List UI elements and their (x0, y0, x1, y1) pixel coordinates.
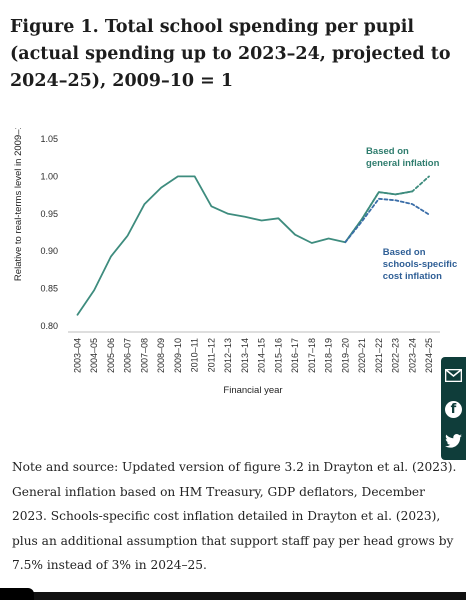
x-tick-label: 2020–21 (357, 338, 367, 373)
x-tick-label: 2024–25 (424, 338, 434, 373)
annotation-2-line: Based on (383, 247, 426, 258)
x-tick-label: 2023–24 (407, 338, 417, 373)
x-tick-label: 2018–19 (324, 338, 334, 373)
x-tick-label: 2015–16 (273, 338, 283, 373)
bottom-tab (0, 588, 34, 600)
twitter-icon[interactable] (441, 429, 466, 453)
y-tick-label: 0.90 (40, 246, 58, 256)
y-axis-ticks: 0.80 0.85 0.90 0.95 1.00 1.05 (40, 134, 58, 331)
figure-title: Figure 1. Total school spending per pupi… (10, 17, 451, 91)
series-line-1 (76, 175, 414, 316)
x-tick-label: 2021–22 (374, 338, 384, 373)
annotation-2-line: cost inflation (383, 271, 442, 282)
bottom-bar (0, 592, 466, 600)
x-tick-label: 2005–06 (106, 338, 116, 373)
y-tick-label: 1.00 (40, 171, 58, 181)
annotation-1-line: Based on (366, 146, 409, 157)
x-axis-title: Financial year (223, 385, 282, 396)
facebook-icon[interactable]: f (441, 397, 466, 421)
y-tick-label: 0.80 (40, 321, 58, 331)
series-line-2 (344, 175, 430, 244)
x-tick-label: 2007–08 (139, 338, 149, 373)
email-icon[interactable] (441, 363, 466, 387)
series-line-3 (344, 197, 430, 244)
x-tick-label: 2008–09 (156, 338, 166, 373)
y-axis-title: Relative to real-terms level in 2009–10 (13, 128, 24, 281)
facebook-glyph: f (445, 400, 462, 418)
x-tick-label: 2009–10 (173, 338, 183, 373)
x-tick-label: 2016–17 (290, 338, 300, 373)
x-tick-label: 2022–23 (391, 338, 401, 373)
x-tick-label: 2010–11 (190, 338, 200, 372)
x-tick-label: 2012–13 (223, 338, 233, 373)
x-tick-label: 2014–15 (257, 338, 267, 373)
x-axis-ticks: 2003–04 2004–05 2005–06 2006–07 2007–08 2008–… (73, 338, 435, 373)
line-chart: 0.800.850.900.951.001.05 2003–04 2004–05 2… (13, 128, 457, 396)
x-tick-label: 2019–20 (340, 338, 350, 373)
x-tick-label: 2004–05 (89, 338, 99, 373)
series-layer (76, 175, 430, 316)
y-tick-label: 0.95 (40, 209, 58, 219)
x-tick-label: 2011–12 (206, 338, 216, 372)
share-bar: f (441, 357, 466, 460)
annotation-2-line: schools-specific (383, 259, 457, 270)
x-tick-label: 2013–14 (240, 338, 250, 373)
figure-note: Note and source: Updated version of figu… (12, 460, 457, 572)
x-tick-label: 2003–04 (73, 338, 83, 373)
y-tick-label: 1.05 (40, 134, 58, 144)
x-tick-label: 2006–07 (123, 338, 133, 373)
x-tick-label: 2017–18 (307, 338, 317, 373)
y-tick-label: 0.85 (40, 284, 58, 294)
annotation-1-line: general inflation (366, 158, 440, 169)
